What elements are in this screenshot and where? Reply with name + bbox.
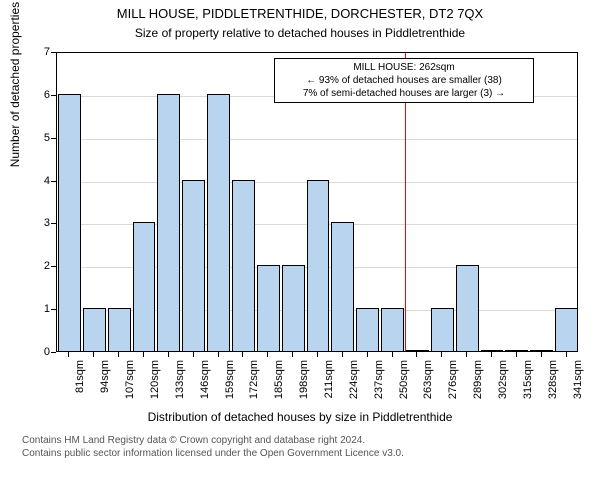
histogram-bar bbox=[157, 94, 180, 351]
x-tick-label: 81sqm bbox=[74, 360, 86, 406]
x-tick-mark bbox=[218, 352, 219, 357]
histogram-bar bbox=[406, 350, 429, 351]
histogram-bar bbox=[257, 265, 280, 351]
x-tick-label: 94sqm bbox=[99, 360, 111, 406]
x-tick-mark bbox=[342, 352, 343, 357]
x-tick-mark bbox=[367, 352, 368, 357]
histogram-bar bbox=[182, 180, 205, 351]
x-tick-mark bbox=[292, 352, 293, 357]
histogram-bar bbox=[108, 308, 131, 351]
x-tick-mark bbox=[392, 352, 393, 357]
histogram-bar bbox=[431, 308, 454, 351]
x-tick-label: 341sqm bbox=[572, 360, 584, 406]
x-tick-mark bbox=[466, 352, 467, 357]
x-tick-mark bbox=[193, 352, 194, 357]
x-tick-mark bbox=[416, 352, 417, 357]
x-tick-label: 328sqm bbox=[547, 360, 559, 406]
x-tick-label: 211sqm bbox=[323, 360, 335, 406]
x-tick-label: 315sqm bbox=[522, 360, 534, 406]
histogram-bar bbox=[307, 180, 330, 351]
y-axis-label: Number of detached properties bbox=[8, 2, 22, 167]
x-tick-label: 276sqm bbox=[447, 360, 459, 406]
y-tick-mark bbox=[51, 352, 56, 353]
footer-line1: Contains HM Land Registry data © Crown c… bbox=[22, 435, 365, 446]
x-tick-label: 146sqm bbox=[199, 360, 211, 406]
y-tick-mark bbox=[51, 309, 56, 310]
x-tick-mark bbox=[168, 352, 169, 357]
histogram-bar bbox=[555, 308, 578, 351]
y-tick-mark bbox=[51, 52, 56, 53]
y-tick-label: 1 bbox=[30, 303, 50, 315]
histogram-bar bbox=[58, 94, 81, 351]
x-tick-label: 107sqm bbox=[124, 360, 136, 406]
x-tick-label: 185sqm bbox=[273, 360, 285, 406]
x-tick-mark bbox=[541, 352, 542, 357]
y-tick-label: 6 bbox=[30, 89, 50, 101]
y-tick-label: 7 bbox=[30, 46, 50, 58]
x-tick-label: 159sqm bbox=[224, 360, 236, 406]
histogram-bar bbox=[356, 308, 379, 351]
x-tick-label: 302sqm bbox=[497, 360, 509, 406]
x-tick-label: 198sqm bbox=[298, 360, 310, 406]
y-tick-mark bbox=[51, 266, 56, 267]
y-tick-label: 3 bbox=[30, 217, 50, 229]
x-tick-label: 172sqm bbox=[248, 360, 260, 406]
x-tick-mark bbox=[118, 352, 119, 357]
y-tick-mark bbox=[51, 181, 56, 182]
x-tick-mark bbox=[566, 352, 567, 357]
y-tick-mark bbox=[51, 138, 56, 139]
y-tick-label: 0 bbox=[30, 346, 50, 358]
x-tick-mark bbox=[143, 352, 144, 357]
footer-line2: Contains public sector information licen… bbox=[22, 448, 404, 459]
x-tick-mark bbox=[516, 352, 517, 357]
x-tick-mark bbox=[491, 352, 492, 357]
histogram-bar bbox=[381, 308, 404, 351]
x-tick-label: 237sqm bbox=[373, 360, 385, 406]
x-tick-mark bbox=[242, 352, 243, 357]
chart-title-line1: MILL HOUSE, PIDDLETRENTHIDE, DORCHESTER,… bbox=[0, 6, 600, 21]
x-axis-label: Distribution of detached houses by size … bbox=[0, 410, 600, 424]
y-tick-label: 4 bbox=[30, 175, 50, 187]
x-tick-label: 224sqm bbox=[348, 360, 360, 406]
histogram-bar bbox=[530, 350, 553, 351]
x-tick-mark bbox=[317, 352, 318, 357]
histogram-bar bbox=[481, 350, 504, 351]
x-tick-label: 289sqm bbox=[472, 360, 484, 406]
histogram-bar bbox=[456, 265, 479, 351]
y-tick-label: 2 bbox=[30, 260, 50, 272]
chart-container: MILL HOUSE, PIDDLETRENTHIDE, DORCHESTER,… bbox=[0, 0, 600, 500]
annotation-box: MILL HOUSE: 262sqm← 93% of detached hous… bbox=[274, 58, 534, 103]
y-tick-label: 5 bbox=[30, 132, 50, 144]
x-tick-mark bbox=[68, 352, 69, 357]
footer-attribution: Contains HM Land Registry data © Crown c… bbox=[0, 434, 600, 460]
histogram-bar bbox=[331, 222, 354, 351]
histogram-bar bbox=[232, 180, 255, 351]
x-tick-label: 120sqm bbox=[149, 360, 161, 406]
annotation-line1: MILL HOUSE: 262sqm bbox=[279, 61, 529, 74]
y-tick-mark bbox=[51, 223, 56, 224]
histogram-bar bbox=[282, 265, 305, 351]
x-tick-label: 250sqm bbox=[398, 360, 410, 406]
x-tick-mark bbox=[267, 352, 268, 357]
histogram-bar bbox=[207, 94, 230, 351]
x-tick-mark bbox=[441, 352, 442, 357]
chart-title-line2: Size of property relative to detached ho… bbox=[0, 26, 600, 40]
annotation-line3: 7% of semi-detached houses are larger (3… bbox=[279, 87, 529, 100]
histogram-bar bbox=[133, 222, 156, 351]
annotation-line2: ← 93% of detached houses are smaller (38… bbox=[279, 74, 529, 87]
x-tick-label: 133sqm bbox=[174, 360, 186, 406]
histogram-bar bbox=[505, 350, 528, 351]
y-tick-mark bbox=[51, 95, 56, 96]
x-tick-mark bbox=[93, 352, 94, 357]
gridline bbox=[57, 139, 577, 140]
x-tick-label: 263sqm bbox=[422, 360, 434, 406]
histogram-bar bbox=[83, 308, 106, 351]
